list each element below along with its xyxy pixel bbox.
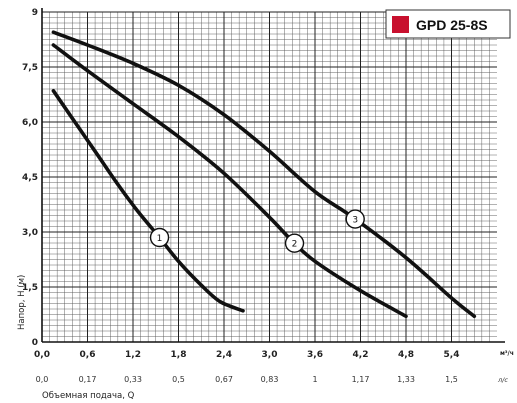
- axes: [41, 8, 505, 343]
- x-tick-label: 4,2: [353, 350, 369, 360]
- legend-title: GPD 25-8S: [416, 17, 488, 33]
- series-line-2: [51, 43, 408, 319]
- x-tick-label: 3,0: [262, 350, 278, 360]
- x-tick-labels: 0,0 0,6 1,2 1,8 2,4 3,0 3,6 4,2 4,8 5,4: [34, 350, 459, 360]
- y-axis-title: Напор, H (м): [17, 275, 27, 330]
- series-line-3: [51, 30, 477, 319]
- y-tick-label: 9: [32, 8, 38, 18]
- series-marker-label: 3: [352, 215, 358, 225]
- x-tick-label: 0,6: [80, 350, 96, 360]
- x-tick-label: 3,6: [307, 350, 323, 360]
- series-layer: [51, 30, 477, 319]
- legend: GPD 25-8S: [385, 9, 511, 39]
- x2-tick-label: 0,83: [261, 375, 279, 384]
- x2-tick-label: 0,0: [36, 375, 49, 384]
- x2-tick-label: 1,5: [445, 375, 458, 384]
- y-tick-label: 1,5: [22, 283, 38, 293]
- x2-tick-label: 0,5: [172, 375, 185, 384]
- series-marker-label: 2: [292, 239, 298, 249]
- x2-tick-label: 0,33: [124, 375, 142, 384]
- x-tick-label: 2,4: [216, 350, 232, 360]
- legend-swatch: [392, 16, 409, 33]
- series-marker-circle: [345, 209, 365, 229]
- series-marker-3: 3: [345, 209, 365, 229]
- y-tick-labels: 0 1,5 3,0 4,5 6,0 7,5 9: [22, 8, 38, 348]
- x2-tick-label: 1: [312, 375, 317, 384]
- x-axis-title: Объемная подача, Q: [42, 391, 135, 401]
- series-marker-circle: [149, 227, 170, 248]
- x2-tick-label: 0,17: [79, 375, 97, 384]
- series-marker-circle: [284, 233, 305, 253]
- y-tick-label: 3,0: [22, 228, 38, 238]
- x-unit-label: м³/ч: [500, 350, 514, 357]
- x2-unit-label: л/с: [497, 376, 508, 384]
- y-tick-label: 0: [32, 338, 38, 348]
- series-markers: 1 2 3: [149, 209, 365, 253]
- series-line-1: [51, 89, 245, 313]
- series-marker-1: 1: [149, 227, 170, 248]
- x2-tick-label: 0,67: [215, 375, 233, 384]
- series-marker-2: 2: [284, 233, 305, 253]
- x-tick-label: 1,2: [125, 350, 141, 360]
- x-tick-label: 0,0: [34, 350, 50, 360]
- x2-tick-labels: 0,0 0,17 0,33 0,5 0,67 0,83 1 1,17 1,33 1,5: [36, 375, 458, 384]
- y-tick-label: 4,5: [22, 173, 38, 183]
- y-tick-label: 7,5: [22, 63, 38, 73]
- x2-tick-label: 1,33: [397, 375, 415, 384]
- x-tick-label: 5,4: [444, 350, 460, 360]
- series-marker-label: 1: [157, 234, 163, 244]
- x-tick-label: 4,8: [398, 350, 414, 360]
- y-tick-label: 6,0: [22, 118, 38, 128]
- x-tick-label: 1,8: [171, 350, 187, 360]
- x2-tick-label: 1,17: [352, 375, 370, 384]
